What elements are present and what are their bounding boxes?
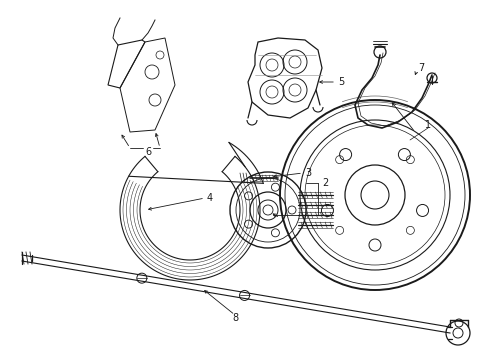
Text: 3: 3 xyxy=(305,168,310,178)
Text: 6: 6 xyxy=(144,147,151,157)
Text: 8: 8 xyxy=(231,313,238,323)
Text: 2: 2 xyxy=(321,178,327,188)
Text: 4: 4 xyxy=(206,193,213,203)
Text: 5: 5 xyxy=(337,77,344,87)
Text: 7: 7 xyxy=(417,63,424,73)
Text: 1: 1 xyxy=(424,120,430,130)
